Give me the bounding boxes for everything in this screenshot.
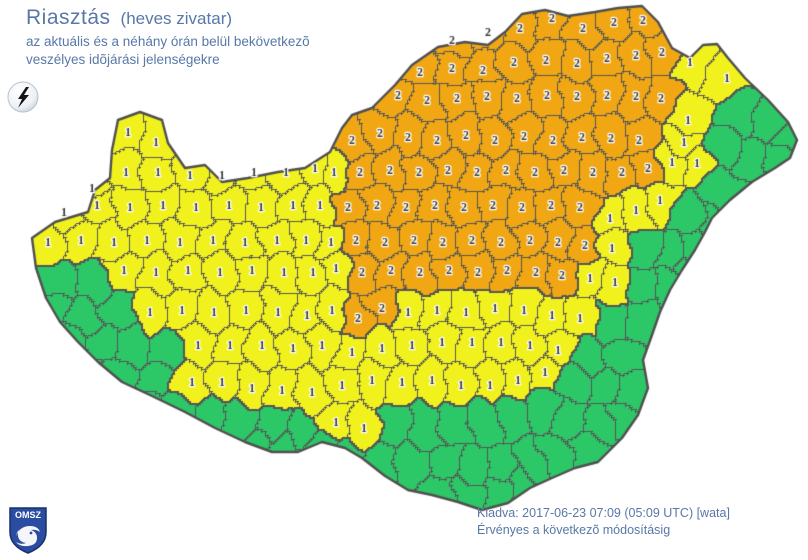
omsz-logo[interactable]: OMSZ (7, 506, 49, 560)
page-subtitle: (heves zivatar) (120, 9, 233, 28)
omsz-logo-text: OMSZ (15, 510, 42, 520)
issued-timestamp: Kiadva: 2017-06-23 07:09 (05:09 UTC) [wa… (477, 506, 730, 520)
description-line2: veszélyes idõjárási jelenségekre (26, 52, 220, 67)
lightning-icon (6, 80, 40, 119)
description-line1: az aktuális és a néhány órán belül beköv… (26, 34, 310, 49)
validity-note: Érvényes a következõ módosításig (477, 523, 671, 537)
header: Riasztás (heves zivatar) az aktuális és a… (26, 6, 310, 69)
page-title: Riasztás (26, 6, 111, 29)
footer: Kiadva: 2017-06-23 07:09 (05:09 UTC) [wa… (477, 505, 730, 539)
